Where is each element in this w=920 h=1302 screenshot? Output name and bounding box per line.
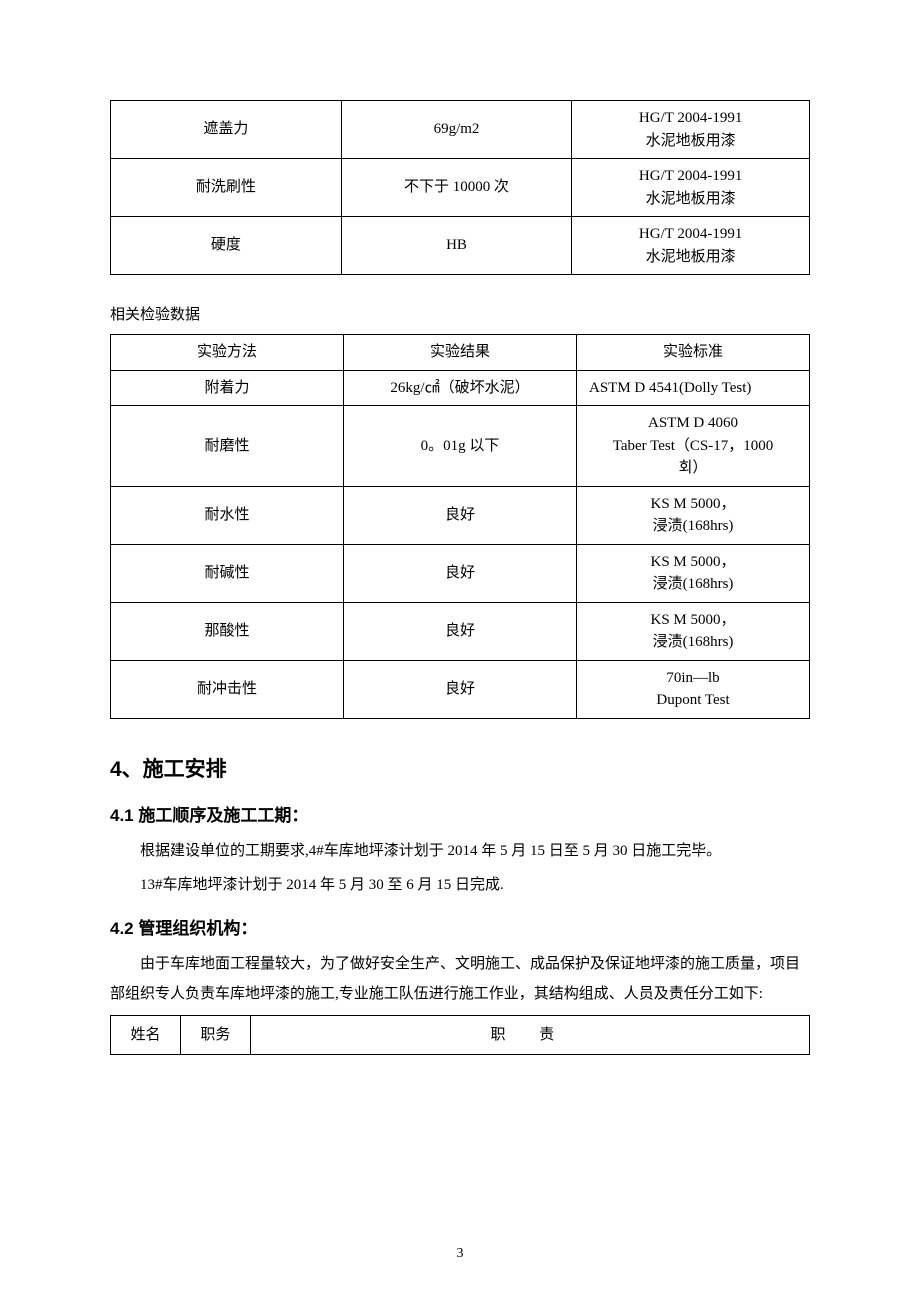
header-cell: 实验结果 [344,335,577,371]
header-cell: 实验标准 [577,335,810,371]
cell: 69g/m2 [341,101,572,159]
header-cell: 实验方法 [111,335,344,371]
cell: 26kg/㎠（破坏水泥） [344,370,577,406]
cell: HG/T 2004-1991水泥地板用漆 [572,101,810,159]
spec-table-1: 遮盖力 69g/m2 HG/T 2004-1991水泥地板用漆 耐洗刷性 不下于… [110,100,810,275]
table-row: 那酸性 良好 KS M 5000，浸渍(168hrs) [111,602,810,660]
cell: HB [341,217,572,275]
cell: 附着力 [111,370,344,406]
cell: 良好 [344,602,577,660]
table-row: 遮盖力 69g/m2 HG/T 2004-1991水泥地板用漆 [111,101,810,159]
table-row: 耐冲击性 良好 70in—lbDupont Test [111,660,810,718]
table-row: 耐磨性 0。01g 以下 ASTM D 4060Taber Test（CS-17… [111,406,810,487]
header-cell: 姓名 [111,1015,181,1055]
cell: 耐磨性 [111,406,344,487]
cell: 良好 [344,660,577,718]
cell: 耐碱性 [111,544,344,602]
paragraph: 13#车库地坪漆计划于 2014 年 5 月 30 至 6 月 15 日完成. [110,870,810,900]
cell: 耐冲击性 [111,660,344,718]
cell: HG/T 2004-1991水泥地板用漆 [572,217,810,275]
header-cell: 职务 [180,1015,250,1055]
cell: KS M 5000，浸渍(168hrs) [577,544,810,602]
cell: 耐洗刷性 [111,159,342,217]
cell: ASTM D 4541(Dolly Test) [577,370,810,406]
cell: 遮盖力 [111,101,342,159]
table-row: 耐水性 良好 KS M 5000，浸渍(168hrs) [111,486,810,544]
table-row: 耐碱性 良好 KS M 5000，浸渍(168hrs) [111,544,810,602]
cell: 那酸性 [111,602,344,660]
cell: 0。01g 以下 [344,406,577,487]
table-header-row: 实验方法 实验结果 实验标准 [111,335,810,371]
header-cell: 职 责 [250,1015,809,1055]
paragraph: 由于车库地面工程量较大，为了做好安全生产、文明施工、成品保护及保证地坪漆的施工质… [110,949,810,1009]
cell: 不下于 10000 次 [341,159,572,217]
heading-section-4: 4、施工安排 [110,753,810,783]
heading-4-1: 4.1 施工顺序及施工工期： [110,801,810,826]
cell: KS M 5000，浸渍(168hrs) [577,486,810,544]
table-header-row: 姓名 职务 职 责 [111,1015,810,1055]
heading-4-2: 4.2 管理组织机构： [110,914,810,939]
subheading-test-data: 相关检验数据 [110,303,810,324]
cell: 70in—lbDupont Test [577,660,810,718]
cell: ASTM D 4060Taber Test（CS-17，1000회） [577,406,810,487]
personnel-table: 姓名 职务 职 责 [110,1015,810,1056]
page-number: 3 [0,1246,920,1262]
table-row: 耐洗刷性 不下于 10000 次 HG/T 2004-1991水泥地板用漆 [111,159,810,217]
cell: 耐水性 [111,486,344,544]
test-data-table: 实验方法 实验结果 实验标准 附着力 26kg/㎠（破坏水泥） ASTM D 4… [110,334,810,719]
paragraph: 根据建设单位的工期要求,4#车库地坪漆计划于 2014 年 5 月 15 日至 … [110,836,810,866]
cell: 良好 [344,486,577,544]
cell: 硬度 [111,217,342,275]
cell: 良好 [344,544,577,602]
cell: KS M 5000，浸渍(168hrs) [577,602,810,660]
table-row: 附着力 26kg/㎠（破坏水泥） ASTM D 4541(Dolly Test) [111,370,810,406]
document-page: 遮盖力 69g/m2 HG/T 2004-1991水泥地板用漆 耐洗刷性 不下于… [0,0,920,1302]
table-row: 硬度 HB HG/T 2004-1991水泥地板用漆 [111,217,810,275]
cell: HG/T 2004-1991水泥地板用漆 [572,159,810,217]
